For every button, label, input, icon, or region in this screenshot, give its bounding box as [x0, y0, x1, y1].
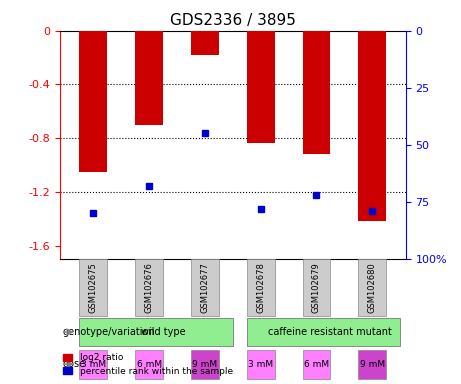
Text: dose: dose	[63, 359, 86, 369]
Text: 6 mM: 6 mM	[136, 359, 162, 369]
FancyBboxPatch shape	[135, 259, 163, 316]
Text: GSM102675: GSM102675	[89, 262, 98, 313]
Text: 6 mM: 6 mM	[304, 359, 329, 369]
FancyBboxPatch shape	[302, 259, 331, 316]
Bar	[358, 31, 386, 221]
Text: 9 mM: 9 mM	[192, 359, 218, 369]
FancyBboxPatch shape	[191, 259, 219, 316]
FancyBboxPatch shape	[79, 318, 233, 346]
FancyBboxPatch shape	[358, 350, 386, 379]
Text: caffeine resistant mutant: caffeine resistant mutant	[268, 327, 392, 337]
Bar	[302, 31, 331, 154]
Text: 9 mM: 9 mM	[360, 359, 385, 369]
Title: GDS2336 / 3895: GDS2336 / 3895	[170, 13, 296, 28]
Bar	[135, 31, 163, 125]
FancyBboxPatch shape	[135, 350, 163, 379]
Text: GSM102680: GSM102680	[368, 262, 377, 313]
Text: GSM102677: GSM102677	[201, 262, 209, 313]
FancyBboxPatch shape	[247, 318, 400, 346]
Text: wild type: wild type	[141, 327, 185, 337]
FancyBboxPatch shape	[191, 350, 219, 379]
FancyBboxPatch shape	[247, 259, 275, 316]
FancyBboxPatch shape	[79, 259, 107, 316]
Bar	[79, 31, 107, 172]
FancyBboxPatch shape	[247, 350, 275, 379]
Text: GSM102678: GSM102678	[256, 262, 265, 313]
Text: GSM102679: GSM102679	[312, 262, 321, 313]
FancyBboxPatch shape	[358, 259, 386, 316]
Text: GSM102676: GSM102676	[145, 262, 154, 313]
Text: 3 mM: 3 mM	[248, 359, 273, 369]
Bar	[247, 31, 275, 144]
Bar	[191, 31, 219, 55]
FancyBboxPatch shape	[79, 350, 107, 379]
FancyBboxPatch shape	[302, 350, 331, 379]
Text: genotype/variation: genotype/variation	[63, 327, 155, 337]
Text: 3 mM: 3 mM	[81, 359, 106, 369]
Legend: log2 ratio, percentile rank within the sample: log2 ratio, percentile rank within the s…	[60, 350, 236, 379]
